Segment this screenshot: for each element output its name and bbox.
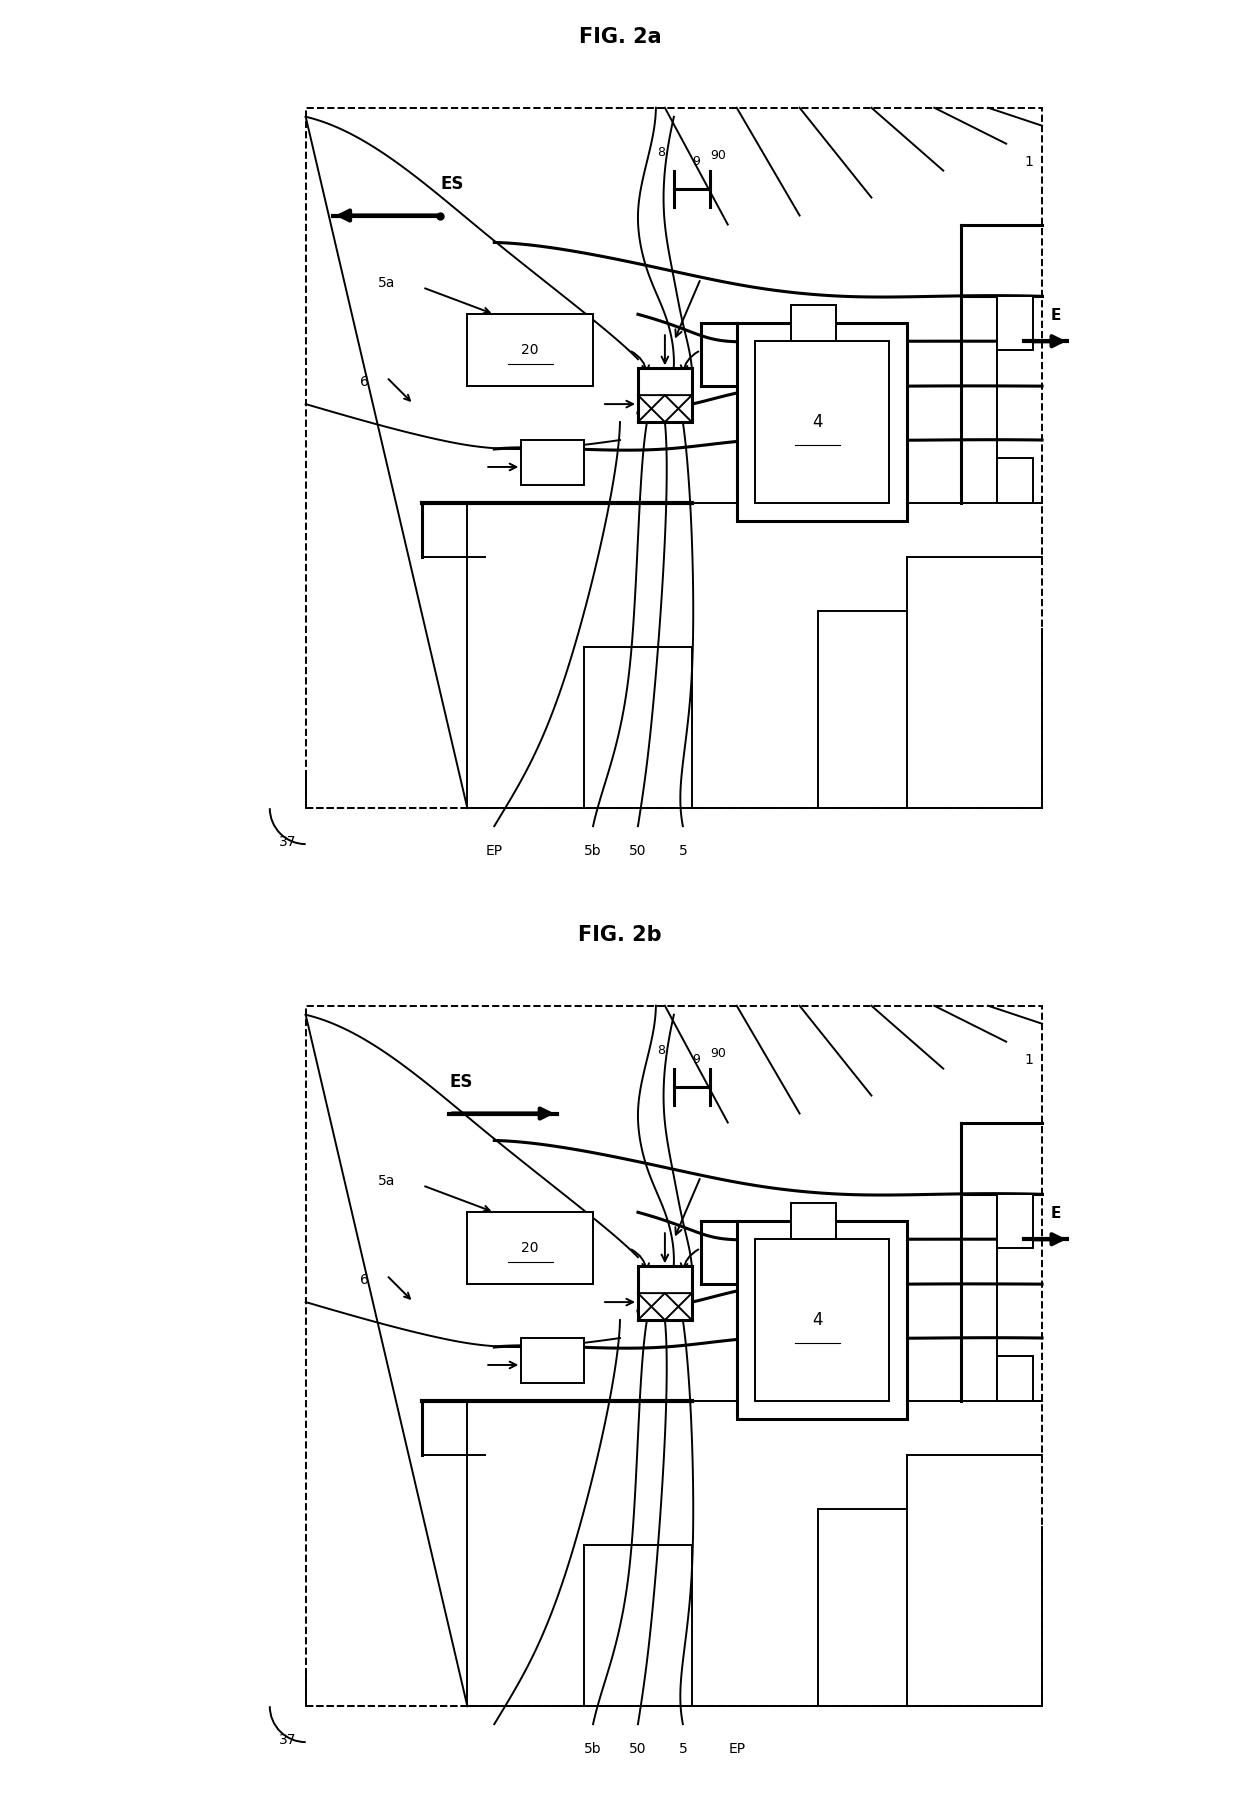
Text: EP: EP (728, 1742, 745, 1756)
Bar (521, 440, 584, 485)
Text: 1: 1 (1024, 154, 1033, 169)
Text: 5a: 5a (378, 1175, 396, 1187)
Text: 5b: 5b (584, 844, 601, 858)
Text: 5: 5 (678, 844, 687, 858)
Bar (306, 108, 1042, 808)
Text: 5a: 5a (378, 277, 396, 289)
Bar (755, 341, 889, 503)
Bar (467, 1212, 593, 1284)
Text: 5: 5 (678, 1742, 687, 1756)
Text: FIG. 2a: FIG. 2a (579, 27, 661, 47)
Text: 4: 4 (812, 1311, 823, 1329)
Text: ES: ES (440, 174, 464, 194)
Text: 6: 6 (360, 375, 368, 388)
Bar (755, 1239, 889, 1401)
Text: 6: 6 (360, 1273, 368, 1286)
Bar (521, 1338, 584, 1383)
Bar (791, 305, 836, 341)
Text: FIG. 2b: FIG. 2b (578, 925, 662, 945)
Text: 90: 90 (709, 149, 725, 162)
Bar (737, 1221, 908, 1419)
Bar (997, 458, 1033, 503)
Text: 20: 20 (522, 1241, 539, 1255)
Bar (997, 1194, 1033, 1248)
Text: E: E (1052, 309, 1061, 323)
Text: 20: 20 (522, 343, 539, 357)
Text: 37: 37 (279, 835, 296, 850)
Bar (997, 1356, 1033, 1401)
Text: E: E (1052, 1207, 1061, 1221)
Text: 50: 50 (629, 1742, 647, 1756)
Text: 9: 9 (692, 1052, 699, 1067)
Bar (791, 1203, 836, 1239)
Text: 1: 1 (1024, 1052, 1033, 1067)
Text: 9: 9 (692, 154, 699, 169)
Text: EP: EP (486, 844, 503, 858)
Text: 37: 37 (279, 1733, 296, 1748)
Bar (306, 1006, 1042, 1706)
Text: ES: ES (449, 1072, 472, 1090)
Bar (637, 368, 692, 422)
Text: 8: 8 (657, 1043, 665, 1058)
Text: 4: 4 (812, 413, 823, 431)
Text: 8: 8 (657, 145, 665, 160)
Bar (737, 323, 908, 521)
Text: 50: 50 (629, 844, 647, 858)
Bar (637, 1266, 692, 1320)
Bar (467, 314, 593, 386)
Text: 5b: 5b (584, 1742, 601, 1756)
Bar (997, 296, 1033, 350)
Text: 90: 90 (709, 1047, 725, 1060)
